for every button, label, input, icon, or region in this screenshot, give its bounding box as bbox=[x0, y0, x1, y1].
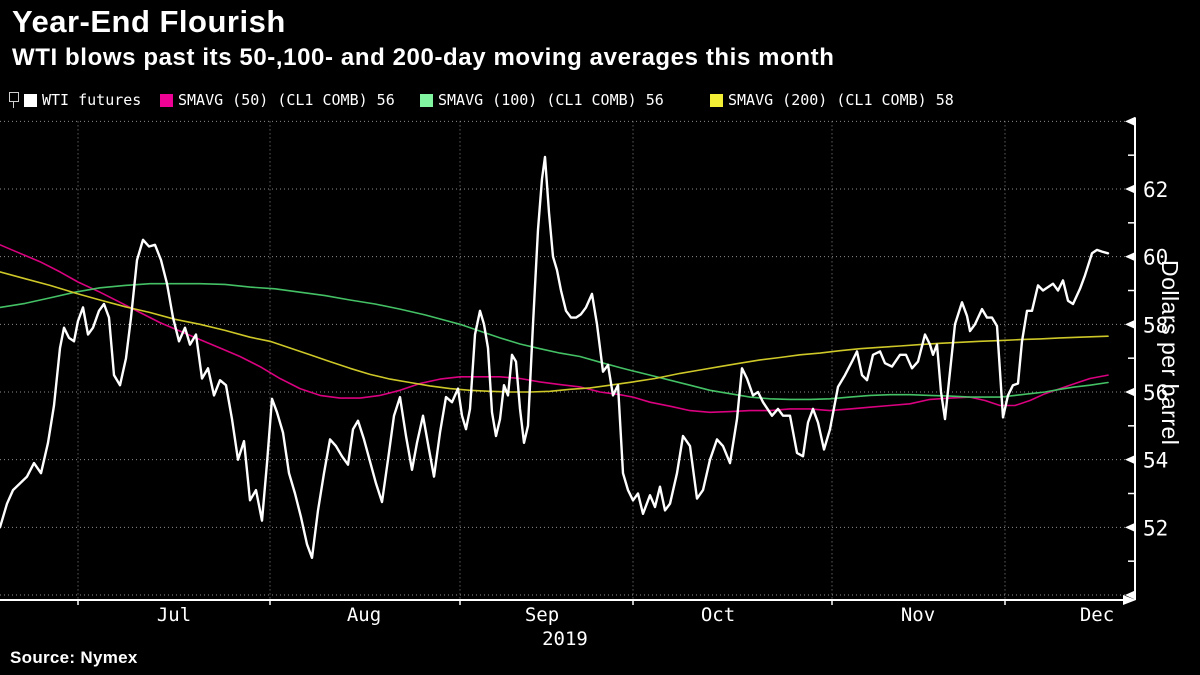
legend-label: SMAVG (50) (CL1 COMB) 56 bbox=[178, 91, 395, 109]
y-axis-title: Dollars per barrel bbox=[1157, 260, 1183, 446]
legend-swatch-yellow bbox=[710, 93, 723, 107]
chart-subtitle: WTI blows past its 50-,100- and 200-day … bbox=[12, 44, 835, 71]
svg-text:Oct: Oct bbox=[701, 604, 735, 626]
svg-text:54: 54 bbox=[1143, 449, 1168, 473]
legend-item-smavg-100[interactable]: SMAVG (100) (CL1 COMB) 56 bbox=[420, 91, 664, 109]
legend-swatch-white bbox=[24, 93, 37, 107]
legend-swatch-green bbox=[420, 93, 433, 107]
svg-text:60: 60 bbox=[1143, 246, 1168, 270]
source-note: Source: Nymex bbox=[10, 648, 138, 667]
legend-item-smavg-200[interactable]: SMAVG (200) (CL1 COMB) 58 bbox=[710, 91, 954, 109]
legend-label: WTI futures bbox=[42, 91, 142, 109]
legend-item-smavg-50[interactable]: SMAVG (50) (CL1 COMB) 56 bbox=[160, 91, 395, 109]
series-wti-futures bbox=[0, 155, 1110, 559]
svg-text:62: 62 bbox=[1143, 178, 1168, 202]
svg-text:58: 58 bbox=[1143, 313, 1168, 337]
legend-swatch-magenta bbox=[160, 93, 173, 107]
svg-text:Sep: Sep bbox=[525, 604, 559, 626]
series-smavg-50-cl1-comb-56 bbox=[0, 244, 1109, 414]
page-title: Year-End Flourish bbox=[12, 4, 286, 39]
series-smavg-200-cl1-comb-58 bbox=[0, 271, 1109, 393]
series-smavg-100-cl1-comb-56 bbox=[0, 282, 1109, 401]
svg-text:2019: 2019 bbox=[542, 628, 588, 650]
legend-label: SMAVG (200) (CL1 COMB) 58 bbox=[728, 91, 954, 109]
svg-text:Dec: Dec bbox=[1080, 604, 1114, 626]
svg-text:Jul: Jul bbox=[157, 604, 191, 626]
svg-text:56: 56 bbox=[1143, 381, 1168, 405]
svg-text:Aug: Aug bbox=[347, 604, 381, 626]
chart-legend: WTI futures SMAVG (50) (CL1 COMB) 56 SMA… bbox=[0, 91, 1200, 111]
chart-key-icon bbox=[9, 92, 19, 108]
legend-item-wti-futures[interactable]: WTI futures bbox=[24, 91, 141, 109]
legend-label: SMAVG (100) (CL1 COMB) 56 bbox=[438, 91, 664, 109]
svg-text:Nov: Nov bbox=[901, 604, 935, 626]
svg-text:52: 52 bbox=[1143, 516, 1168, 540]
